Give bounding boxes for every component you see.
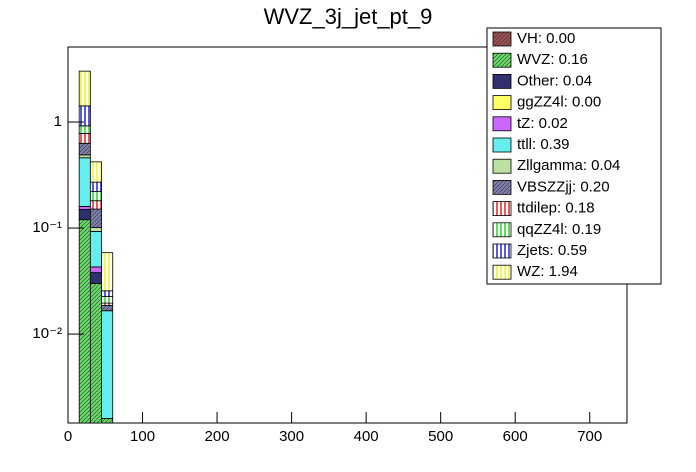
- legend-label: Zllgamma: 0.04: [517, 157, 620, 174]
- bar-segment: [78, 142, 91, 156]
- y-tick-label: 10⁻¹: [32, 219, 62, 236]
- bar-segment: [78, 219, 91, 424]
- legend-swatch: [492, 52, 512, 68]
- legend-swatch: [492, 74, 512, 89]
- legend-label: Zjets: 0.59: [517, 242, 587, 259]
- bar-segment: [78, 70, 91, 107]
- bar-segment: [89, 283, 102, 424]
- bar-segment: [78, 125, 91, 134]
- bar-segment: [89, 181, 102, 192]
- y-tick-label: 10⁻²: [32, 325, 62, 342]
- x-tick-label: 300: [279, 428, 304, 445]
- bar-segment: [78, 133, 91, 144]
- bar-segment: [101, 296, 114, 304]
- bar-segment: [78, 206, 91, 210]
- bar-segment: [89, 227, 102, 232]
- bar-segment: [101, 290, 114, 297]
- legend-label: VBSZZjj: 0.20: [517, 178, 610, 195]
- y-tick-label: 1: [54, 113, 62, 130]
- legend-swatch: [492, 31, 512, 47]
- legend-label: ttll: 0.39: [517, 136, 570, 153]
- bar-segment: [89, 272, 102, 284]
- bar-segment: [89, 191, 102, 202]
- bar-segment: [78, 157, 91, 207]
- legend-label: tZ: 0.02: [517, 115, 568, 132]
- bar-segment: [89, 200, 102, 210]
- chart-title: WVZ_3j_jet_pt_9: [264, 4, 433, 29]
- legend-label: WZ: 1.94: [517, 263, 578, 280]
- legend-swatch: [492, 95, 512, 110]
- legend-swatch: [492, 158, 512, 174]
- x-tick-label: 600: [503, 428, 528, 445]
- bar-segment: [101, 310, 114, 419]
- bar-segment: [101, 252, 114, 292]
- bar-segment: [78, 208, 91, 221]
- legend-box: [486, 27, 662, 285]
- bar-segment: [89, 230, 102, 268]
- legend-label: ttdilep: 0.18: [517, 200, 595, 217]
- legend-label: ggZZ4l: 0.00: [517, 94, 601, 111]
- bar-segment: [89, 266, 102, 274]
- legend-swatch: [492, 137, 512, 153]
- legend-swatch: [492, 264, 512, 280]
- bar-segment: [101, 418, 114, 424]
- x-tick-label: 100: [130, 428, 155, 445]
- bar-segment: [78, 105, 91, 127]
- bar-segment: [78, 154, 91, 159]
- legend-label: Other: 0.04: [517, 72, 592, 89]
- x-tick-label: 700: [577, 428, 602, 445]
- legend-swatch: [492, 222, 512, 238]
- legend-label: VH: 0.00: [517, 30, 575, 47]
- x-tick-label: 0: [64, 428, 72, 445]
- x-tick-label: 500: [428, 428, 453, 445]
- legend-swatch: [492, 201, 512, 217]
- bar-segment: [101, 305, 114, 312]
- legend-label: WVZ: 0.16: [517, 51, 588, 68]
- legend-swatch: [492, 243, 512, 259]
- bar-segment: [89, 208, 102, 228]
- legend-swatch: [492, 116, 512, 132]
- legend-label: qqZZ4l: 0.19: [517, 221, 601, 238]
- bar-segment: [89, 161, 102, 183]
- x-tick-label: 200: [205, 428, 230, 445]
- x-tick-label: 400: [354, 428, 379, 445]
- legend-swatch: [492, 179, 512, 195]
